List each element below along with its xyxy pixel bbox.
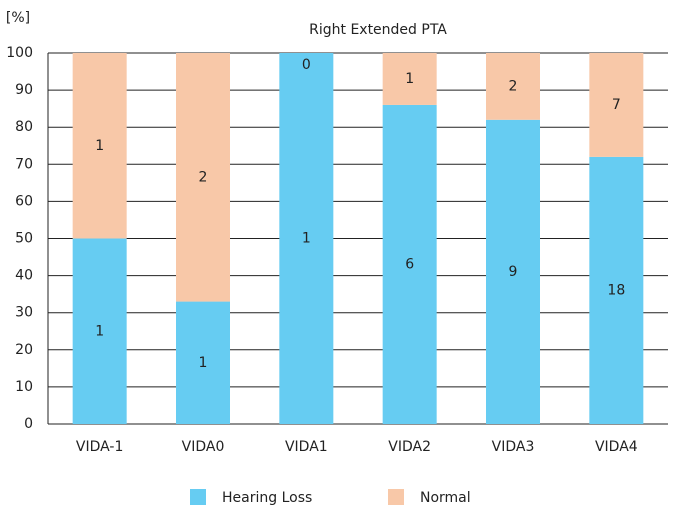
data-label: 1 [199,355,208,371]
bar-segment [176,53,230,302]
y-tick-label: 40 [15,268,33,284]
y-axis-label: [%] [6,10,30,26]
bar-segment [279,53,334,424]
data-label: 1 [95,323,104,339]
bar-segment [176,301,230,424]
bar-segment [382,53,437,105]
data-label: 2 [199,169,208,185]
bar-segment [589,156,644,424]
bar-segment [72,53,127,239]
bar-segment [72,238,127,424]
y-tick-label: 0 [24,416,33,432]
data-label: 1 [302,231,311,247]
x-tick-label: VIDA3 [492,439,535,455]
data-label: 2 [509,78,518,94]
x-tick-label: VIDA0 [182,439,225,455]
bar-segment [486,119,540,424]
x-tick-label: VIDA1 [285,439,328,455]
chart-title: Right Extended PTA [309,22,447,38]
bar-segment [486,53,540,120]
y-tick-label: 60 [15,193,33,209]
bar-segment [589,53,644,157]
data-label: 18 [607,282,625,298]
x-tick-label: VIDA2 [388,439,431,455]
y-tick-label: 30 [15,305,33,321]
y-tick-label: 20 [15,342,33,358]
data-label: 7 [612,97,621,113]
x-tick-label: VIDA-1 [76,439,123,455]
legend-label: Normal [420,490,471,506]
bar-segment [382,104,437,424]
legend-label: Hearing Loss [222,490,312,506]
data-label: 1 [95,138,104,154]
y-tick-label: 100 [6,45,33,61]
y-tick-label: 10 [15,379,33,395]
data-label: 9 [509,264,518,280]
y-tick-label: 80 [15,119,33,135]
y-tick-label: 90 [15,82,33,98]
data-label: 0 [302,57,311,73]
y-tick-label: 50 [15,231,33,247]
legend-swatch [388,489,404,505]
data-label: 6 [405,256,414,272]
y-tick-label: 70 [15,156,33,172]
x-tick-label: VIDA4 [595,439,638,455]
data-label: 1 [405,71,414,87]
legend-swatch [190,489,206,505]
